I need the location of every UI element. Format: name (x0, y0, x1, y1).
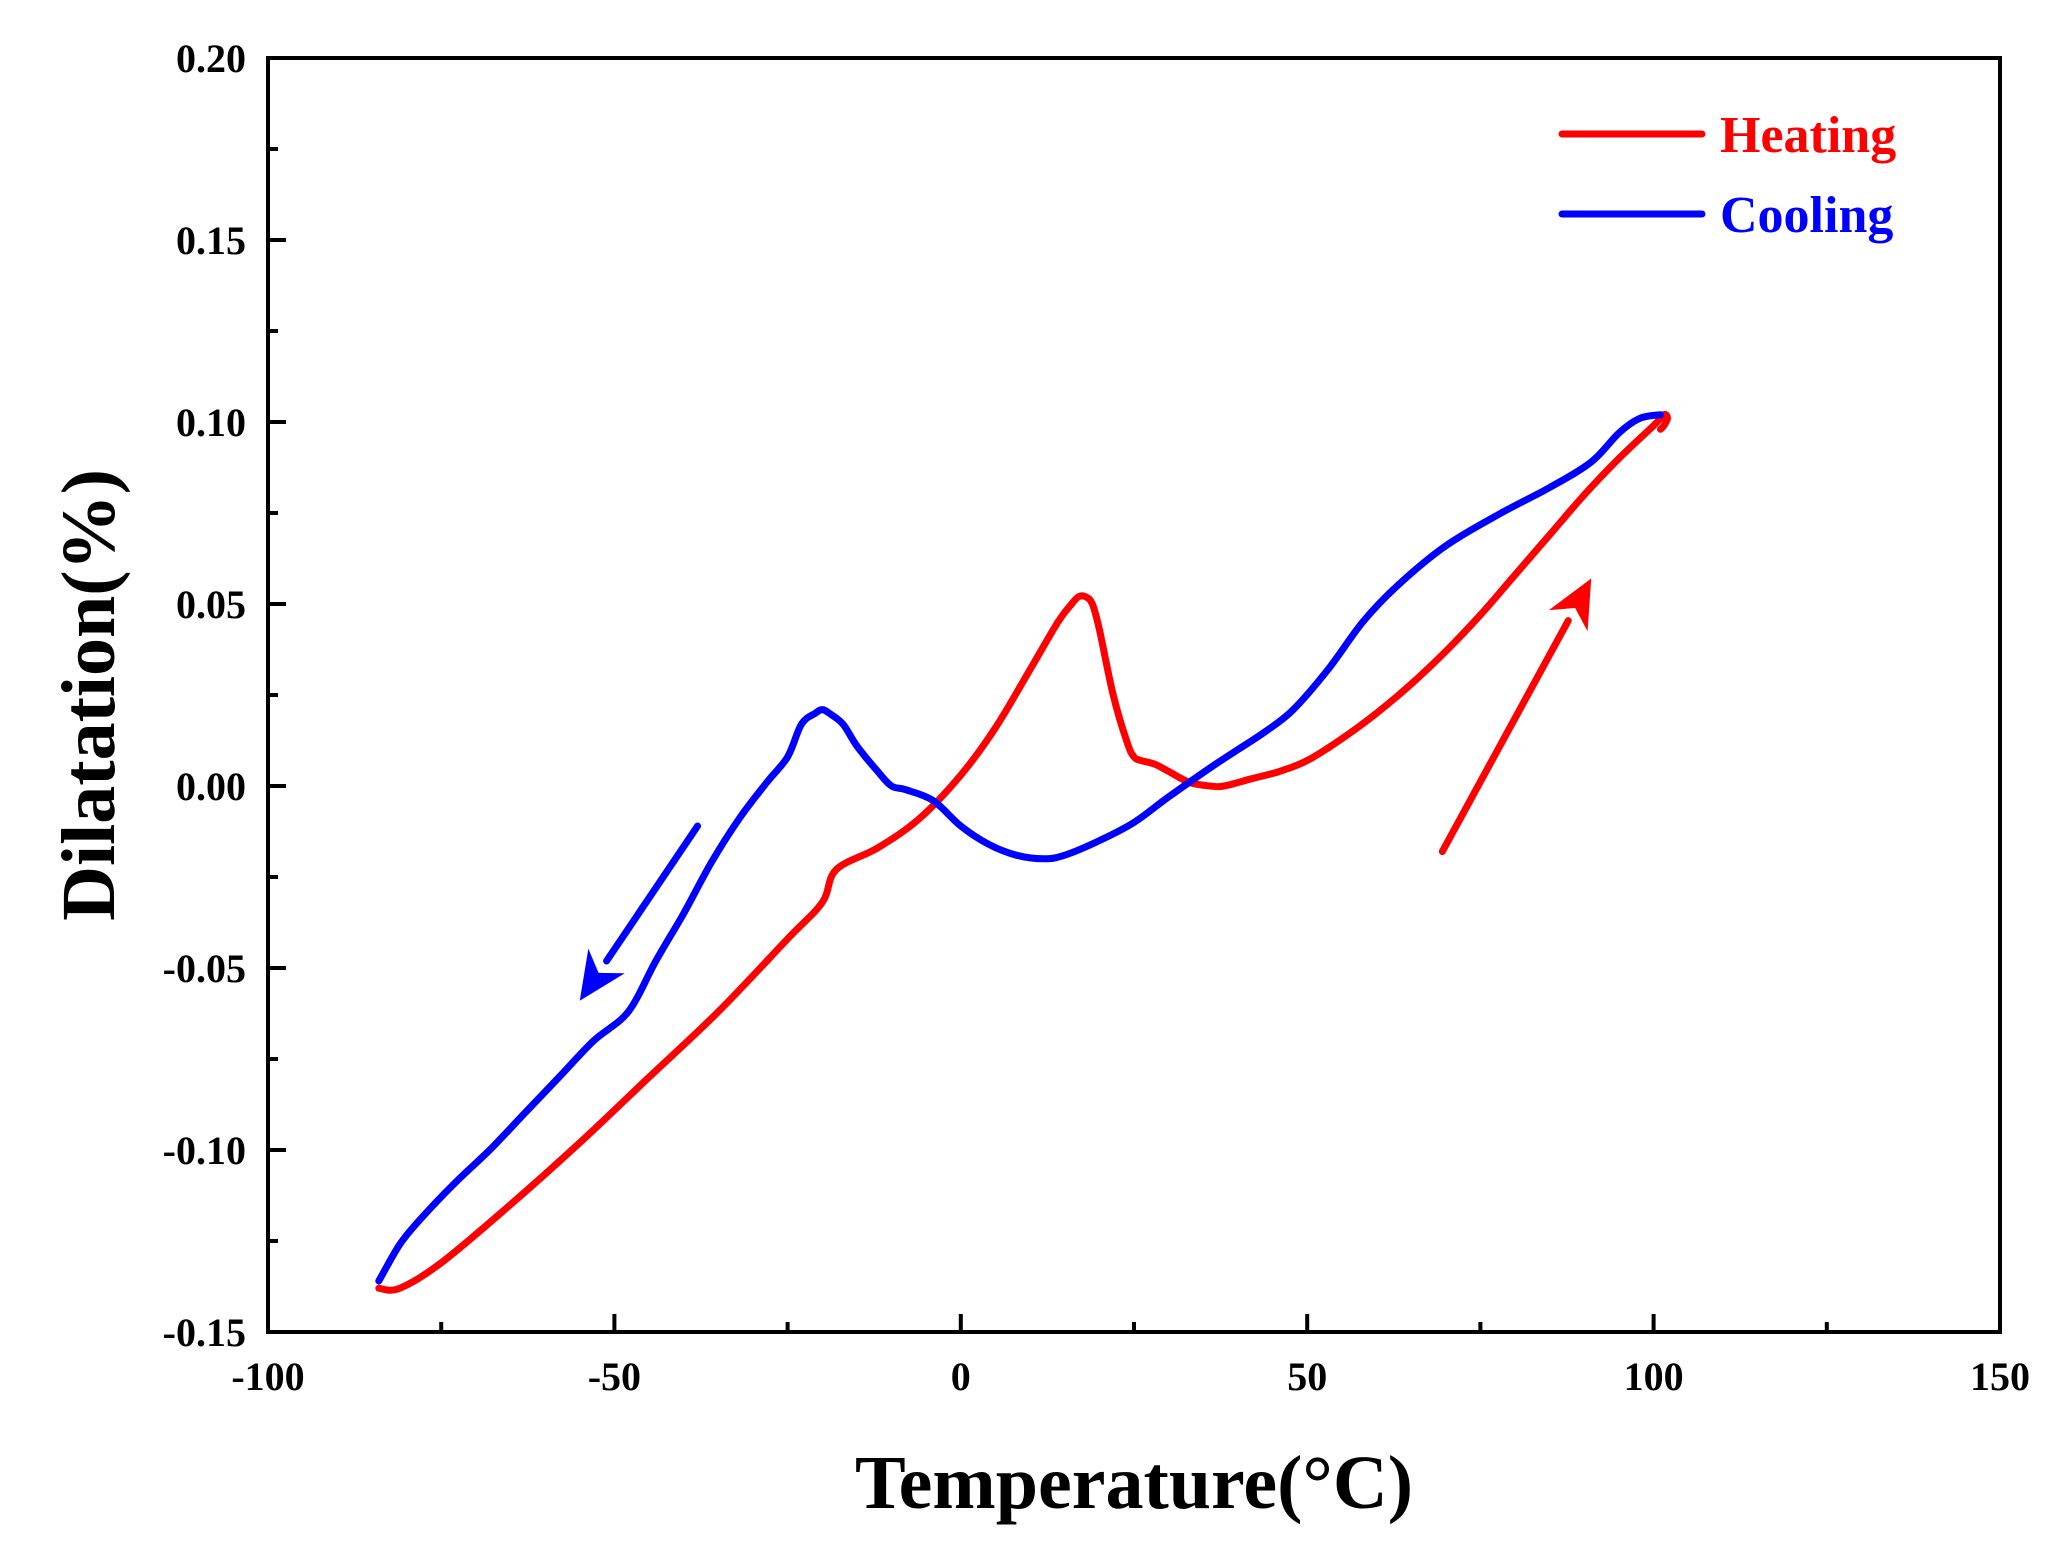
annotations-layer (579, 578, 1592, 1001)
y-tick-label: -0.10 (163, 1128, 246, 1173)
series-line-cooling (375, 411, 1664, 1285)
arrow-shaft (1438, 617, 1572, 856)
x-tick-label: -100 (231, 1354, 304, 1399)
x-tick-label: -50 (588, 1354, 641, 1399)
x-tick-label: 50 (1287, 1354, 1327, 1399)
arrow-shaft (603, 822, 702, 965)
major-ticks (266, 56, 2002, 1334)
series-layer (375, 410, 1671, 1294)
y-tick-label: 0.05 (176, 582, 246, 627)
y-tick-label: 0.15 (176, 218, 246, 263)
y-axis-title: Dilatation(%) (47, 469, 131, 921)
plot-frame (266, 56, 2002, 1334)
arrow-head (579, 948, 625, 1001)
minor-ticks (268, 147, 1829, 1332)
x-tick-label: 150 (1970, 1354, 2030, 1399)
x-tick-label: 0 (951, 1354, 971, 1399)
x-tick-label: 100 (1624, 1354, 1684, 1399)
legend: Heating Cooling (1558, 107, 1896, 244)
series-line-heating (375, 410, 1671, 1294)
x-axis-title: Temperature(°C) (855, 1441, 1413, 1525)
arrow-head (1548, 578, 1592, 632)
y-tick-label: -0.15 (163, 1310, 246, 1355)
y-tick-label: 0.00 (176, 764, 246, 809)
y-tick-label: 0.10 (176, 400, 246, 445)
y-tick-label: 0.20 (176, 36, 246, 81)
legend-label-cooling: Cooling (1720, 187, 1893, 244)
tick-labels: -100 -50 0 50 100 150 -0.15 -0.10 -0.05 0.00 0.05 0… (163, 36, 2030, 1399)
legend-label-heating: Heating (1720, 107, 1896, 164)
y-tick-label: -0.05 (163, 946, 246, 991)
